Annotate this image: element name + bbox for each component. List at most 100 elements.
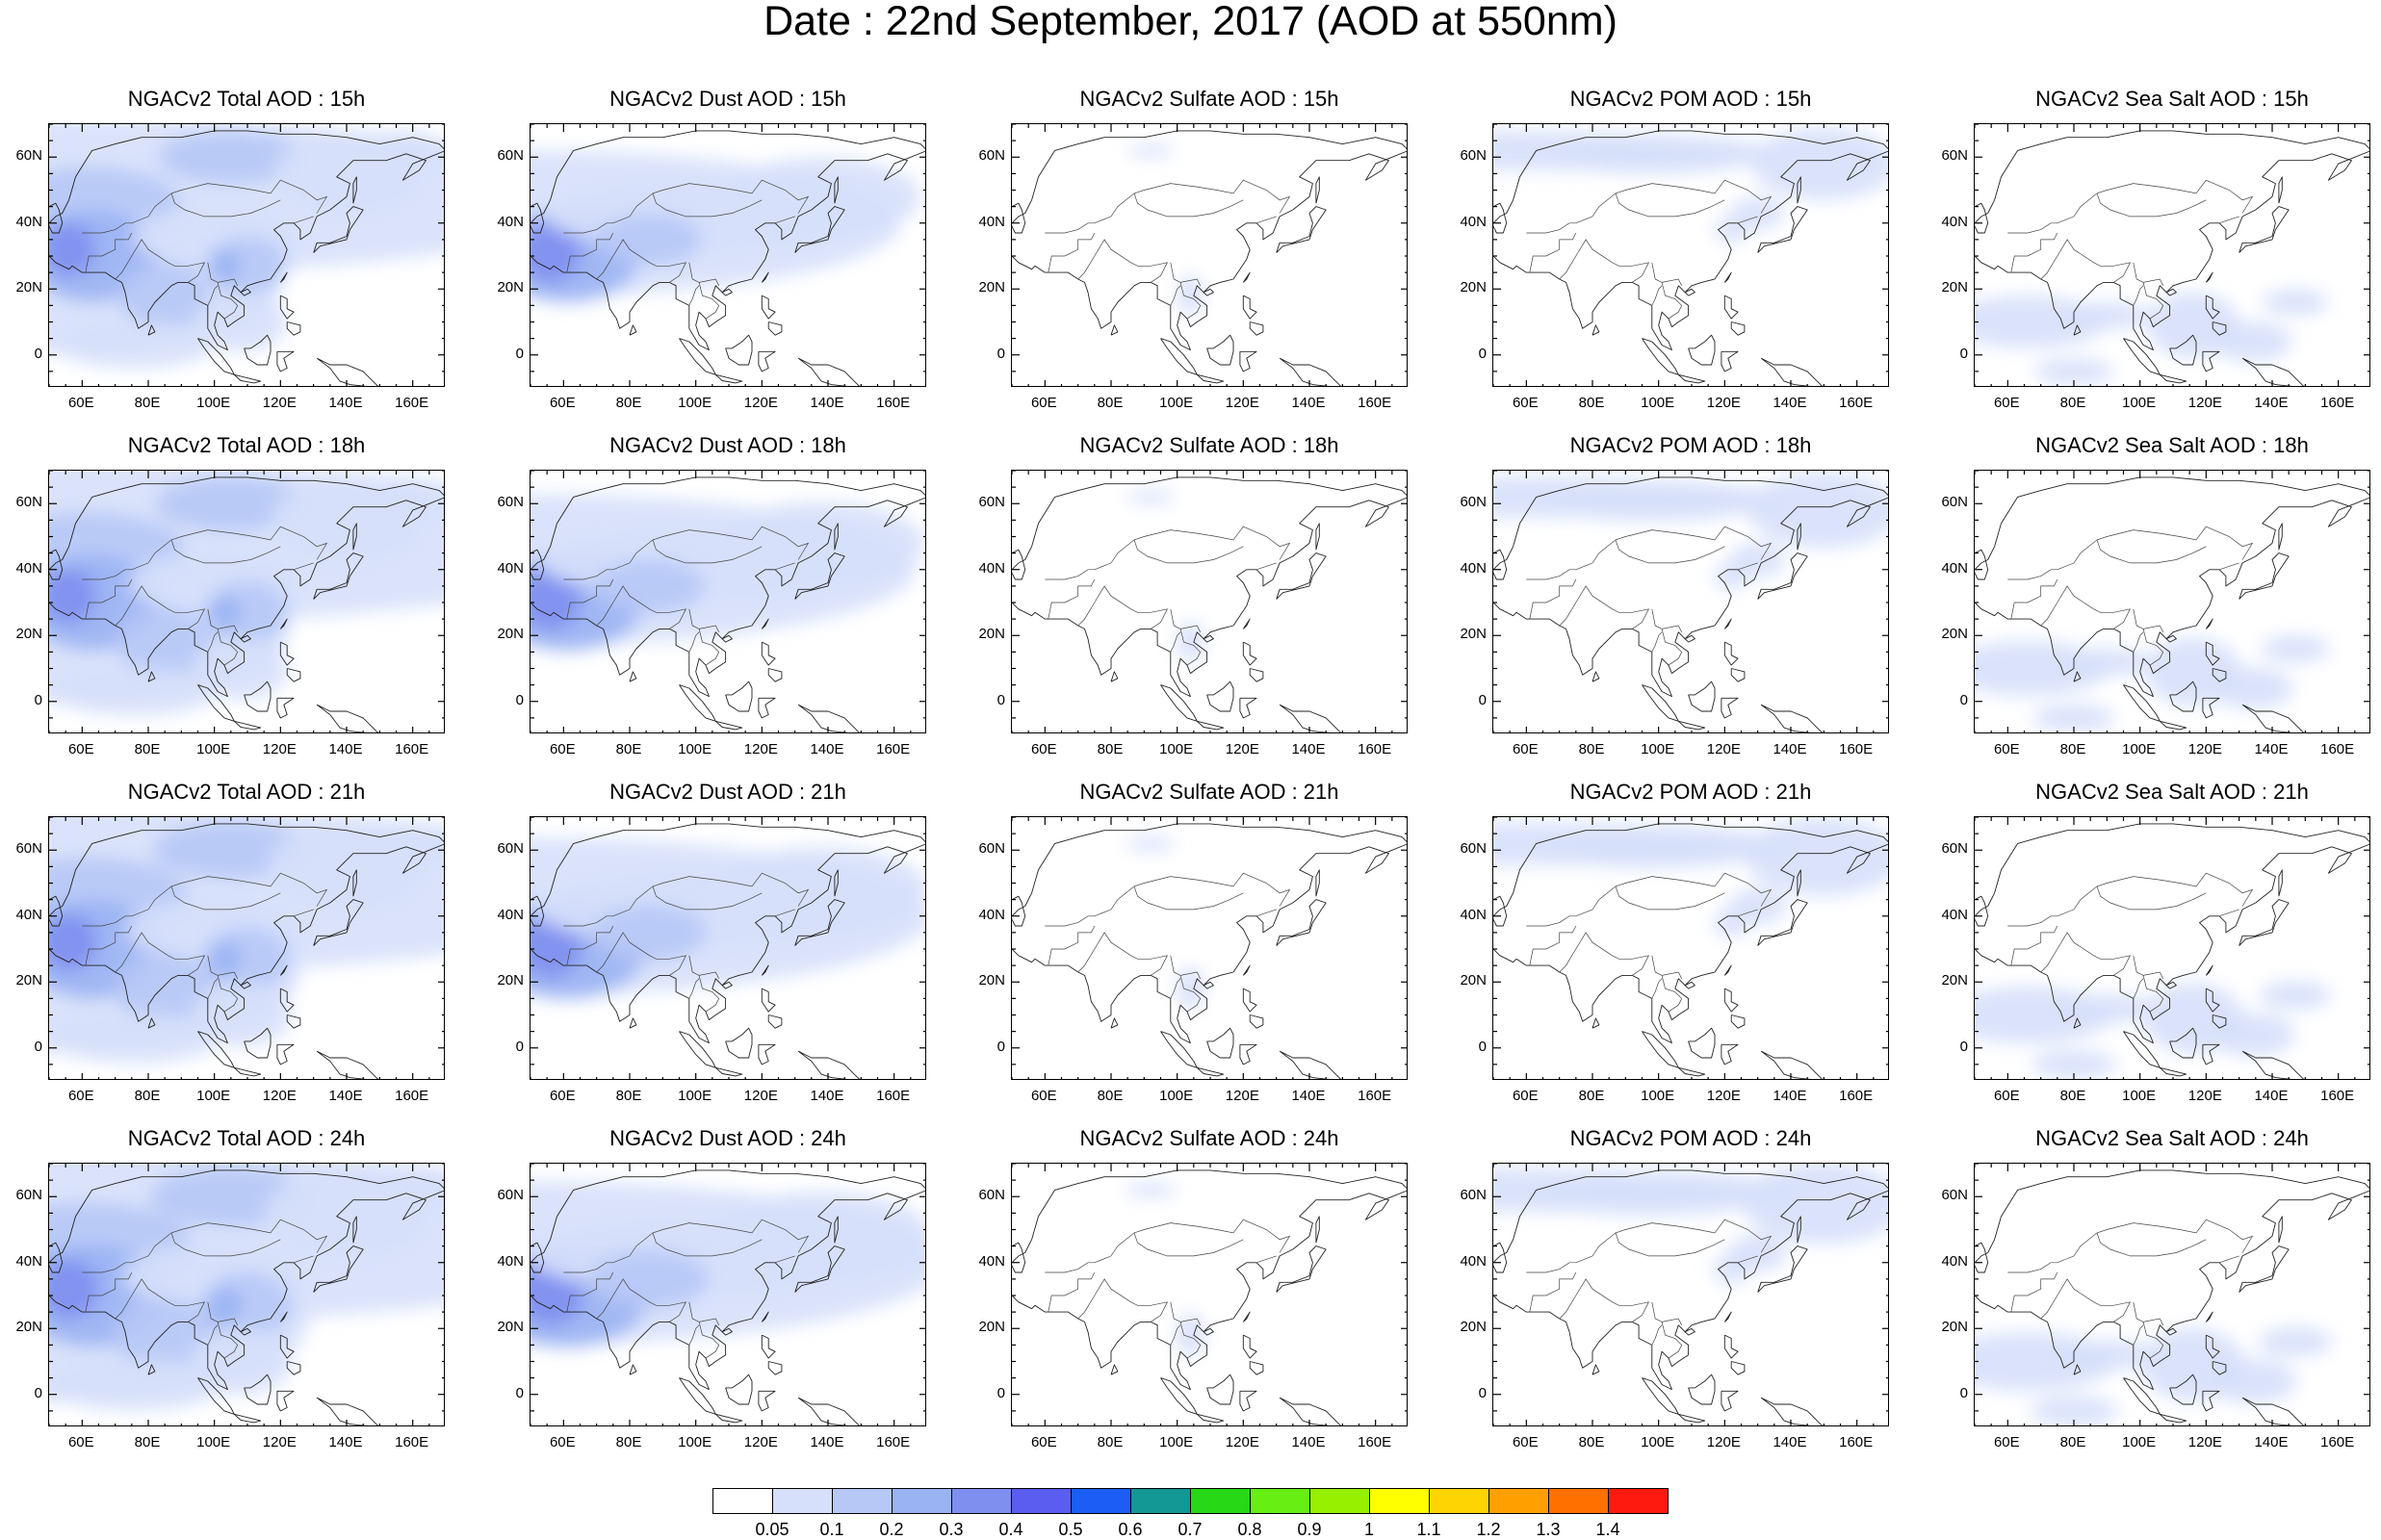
lon-tick-label: 60E <box>1512 1088 1539 1104</box>
lat-tick-label: 0 <box>515 1384 524 1401</box>
lat-tick-label: 40N <box>978 213 1005 230</box>
lon-tick-label: 120E <box>1706 1088 1741 1104</box>
coastlines <box>49 823 444 1079</box>
coastlines <box>49 1169 444 1425</box>
lon-tick-label: 140E <box>1773 1434 1807 1450</box>
map-canvas-seasalt-18h <box>1975 471 2369 732</box>
panel-title-pom-15h: NGACv2 POM AOD : 15h <box>1569 87 1812 111</box>
axis-ticks <box>531 124 925 386</box>
lon-tick-label: 80E <box>615 1088 642 1104</box>
axis-ticks <box>1012 471 1407 732</box>
lat-tick-label: 0 <box>1959 1384 1968 1401</box>
aod-field <box>531 1181 925 1348</box>
coastlines <box>1975 1169 2369 1425</box>
lat-tick-label: 60N <box>978 1187 1005 1204</box>
lon-tick-label: 140E <box>2254 741 2289 757</box>
axis-ticks <box>531 817 925 1079</box>
map-canvas-dust-21h <box>531 817 925 1079</box>
axis-ticks <box>49 1164 444 1425</box>
lat-tick-label: 20N <box>978 279 1005 296</box>
colorbar-swatch <box>1071 1488 1131 1514</box>
lon-tick-label: 120E <box>2187 741 2222 757</box>
lon-tick-label: 60E <box>549 1434 576 1450</box>
lon-tick-label: 160E <box>2320 395 2355 411</box>
colorbar-swatch <box>1548 1488 1609 1514</box>
lon-tick-label: 140E <box>328 741 363 757</box>
lon-tick-label: 100E <box>1159 1434 1194 1450</box>
map-seasalt-21h <box>1974 816 2370 1080</box>
lat-tick-label: 40N <box>15 906 42 923</box>
lon-tick-label: 160E <box>2320 741 2355 757</box>
lon-tick-label: 100E <box>196 1088 231 1104</box>
lon-tick-label: 60E <box>1993 1088 2020 1104</box>
map-total-21h <box>48 816 445 1080</box>
colorbar-swatch <box>892 1488 952 1514</box>
country-borders <box>82 1219 328 1359</box>
lon-tick-label: 80E <box>134 1434 161 1450</box>
map-canvas-total-15h <box>49 124 444 386</box>
lat-tick-label: 40N <box>1941 559 1968 577</box>
lon-tick-label: 100E <box>678 1088 712 1104</box>
panel-title-total-15h: NGACv2 Total AOD : 15h <box>127 87 366 111</box>
colorbar-swatch <box>1190 1488 1251 1514</box>
lon-tick-label: 160E <box>395 1434 429 1450</box>
colorbar-swatch <box>1608 1488 1669 1514</box>
lat-tick-label: 20N <box>497 279 524 296</box>
aod-field <box>1493 127 1888 244</box>
lon-tick-label: 80E <box>1578 1088 1605 1104</box>
lat-tick-label: 60N <box>1460 147 1487 165</box>
lon-tick-label: 120E <box>1225 1088 1259 1104</box>
lon-tick-label: 160E <box>1839 395 1874 411</box>
lon-tick-label: 100E <box>1641 1434 1675 1450</box>
lat-tick-label: 40N <box>1460 213 1487 230</box>
lat-tick-label: 20N <box>1460 626 1487 643</box>
colorbar-label: 1.2 <box>1476 1520 1501 1539</box>
panel-title-dust-15h: NGACv2 Dust AOD : 15h <box>609 87 846 111</box>
lat-tick-label: 40N <box>978 906 1005 923</box>
lon-tick-label: 60E <box>1993 395 2020 411</box>
lat-tick-label: 60N <box>497 1187 524 1204</box>
lat-tick-label: 40N <box>978 559 1005 577</box>
lon-tick-label: 80E <box>2059 395 2086 411</box>
aod-field <box>1975 634 2330 732</box>
axis-ticks <box>1975 471 2369 732</box>
axis-ticks <box>1493 124 1888 386</box>
lon-tick-label: 160E <box>876 741 911 757</box>
lon-tick-label: 120E <box>262 1088 297 1104</box>
colorbar-label: 1.3 <box>1536 1520 1561 1539</box>
panel-title-seasalt-15h: NGACv2 Sea Salt AOD : 15h <box>2035 87 2309 111</box>
colorbar-swatch <box>772 1488 833 1514</box>
colorbar-swatch <box>1488 1488 1549 1514</box>
lat-tick-label: 40N <box>15 559 42 577</box>
lat-tick-label: 0 <box>1478 1038 1487 1055</box>
panel-title-sulfate-24h: NGACv2 Sulfate AOD : 24h <box>1079 1126 1339 1150</box>
aod-field <box>1975 289 2329 385</box>
lon-tick-label: 100E <box>678 395 712 411</box>
map-dust-18h <box>530 470 926 733</box>
coastlines <box>1975 476 2369 732</box>
axis-ticks <box>1012 817 1407 1079</box>
aod-field <box>49 471 444 716</box>
lon-tick-label: 100E <box>196 1434 231 1450</box>
lat-tick-label: 60N <box>1460 1187 1487 1204</box>
lon-tick-label: 140E <box>2254 1088 2289 1104</box>
colorbar-label: 0.3 <box>939 1520 964 1539</box>
lon-tick-label: 100E <box>196 395 231 411</box>
lat-tick-label: 60N <box>497 494 524 511</box>
aod-field <box>49 1164 444 1411</box>
country-borders <box>2007 1219 2254 1359</box>
country-borders <box>1526 179 1773 320</box>
lat-tick-label: 40N <box>1941 1252 1968 1270</box>
lon-tick-label: 140E <box>810 395 844 411</box>
map-canvas-pom-18h <box>1493 471 1888 732</box>
colorbar-label: 1.4 <box>1595 1520 1620 1539</box>
colorbar-swatch <box>1429 1488 1489 1514</box>
lat-tick-label: 60N <box>1460 840 1487 858</box>
lon-tick-label: 100E <box>2122 395 2157 411</box>
lon-tick-label: 140E <box>328 1434 363 1450</box>
map-canvas-sulfate-15h <box>1012 124 1407 386</box>
lat-tick-label: 40N <box>497 906 524 923</box>
lon-tick-label: 100E <box>1159 1088 1194 1104</box>
panel-title-sulfate-18h: NGACv2 Sulfate AOD : 18h <box>1079 433 1339 457</box>
